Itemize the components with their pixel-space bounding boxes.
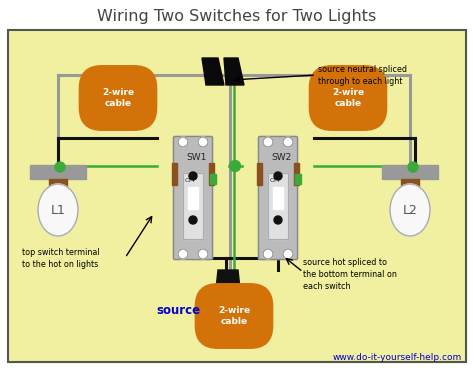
Bar: [183, 173, 203, 239]
Text: OFF: OFF: [185, 179, 197, 183]
Circle shape: [274, 172, 282, 180]
Bar: [188, 187, 198, 209]
Bar: [49, 179, 67, 190]
Text: top switch terminal
to the hot on lights: top switch terminal to the hot on lights: [22, 248, 100, 269]
Circle shape: [198, 249, 208, 259]
Text: Wiring Two Switches for Two Lights: Wiring Two Switches for Two Lights: [97, 10, 377, 25]
Circle shape: [178, 137, 188, 147]
Bar: [172, 163, 177, 185]
Circle shape: [178, 249, 188, 259]
Bar: [183, 173, 203, 239]
Bar: [209, 163, 214, 185]
Bar: [210, 174, 216, 184]
Text: source hot spliced to
the bottom terminal on
each switch: source hot spliced to the bottom termina…: [303, 258, 397, 291]
Circle shape: [189, 216, 197, 224]
Bar: [268, 173, 288, 239]
Circle shape: [198, 137, 208, 147]
Circle shape: [408, 162, 418, 172]
Circle shape: [283, 137, 293, 147]
Text: L1: L1: [51, 203, 65, 217]
FancyBboxPatch shape: [258, 137, 298, 260]
Bar: [401, 179, 419, 190]
Text: SW1: SW1: [187, 154, 207, 163]
Text: 2-wire
cable: 2-wire cable: [218, 306, 250, 326]
Text: SW2: SW2: [272, 154, 292, 163]
Polygon shape: [224, 58, 244, 85]
Text: OFF: OFF: [270, 179, 282, 183]
Polygon shape: [214, 270, 242, 308]
Circle shape: [274, 216, 282, 224]
Bar: [8, 30, 466, 362]
Bar: [382, 165, 438, 179]
Bar: [273, 187, 283, 209]
Bar: [268, 173, 288, 239]
Circle shape: [229, 160, 240, 171]
Circle shape: [263, 137, 273, 147]
Circle shape: [283, 249, 293, 259]
Text: 2-wire
cable: 2-wire cable: [332, 88, 364, 108]
Polygon shape: [202, 58, 224, 85]
Bar: [30, 165, 86, 179]
Text: 2-wire
cable: 2-wire cable: [102, 88, 134, 108]
Text: source neutral spliced
through to each light: source neutral spliced through to each l…: [318, 65, 407, 86]
Bar: [294, 163, 299, 185]
Circle shape: [55, 162, 65, 172]
Ellipse shape: [38, 184, 78, 236]
Text: www.do-it-yourself-help.com: www.do-it-yourself-help.com: [333, 353, 462, 362]
Circle shape: [189, 172, 197, 180]
FancyBboxPatch shape: [173, 137, 212, 260]
Bar: [257, 163, 262, 185]
Text: source: source: [156, 305, 200, 317]
Ellipse shape: [390, 184, 430, 236]
Text: L2: L2: [402, 203, 418, 217]
Bar: [295, 174, 301, 184]
Bar: [8, 30, 466, 362]
Circle shape: [263, 249, 273, 259]
